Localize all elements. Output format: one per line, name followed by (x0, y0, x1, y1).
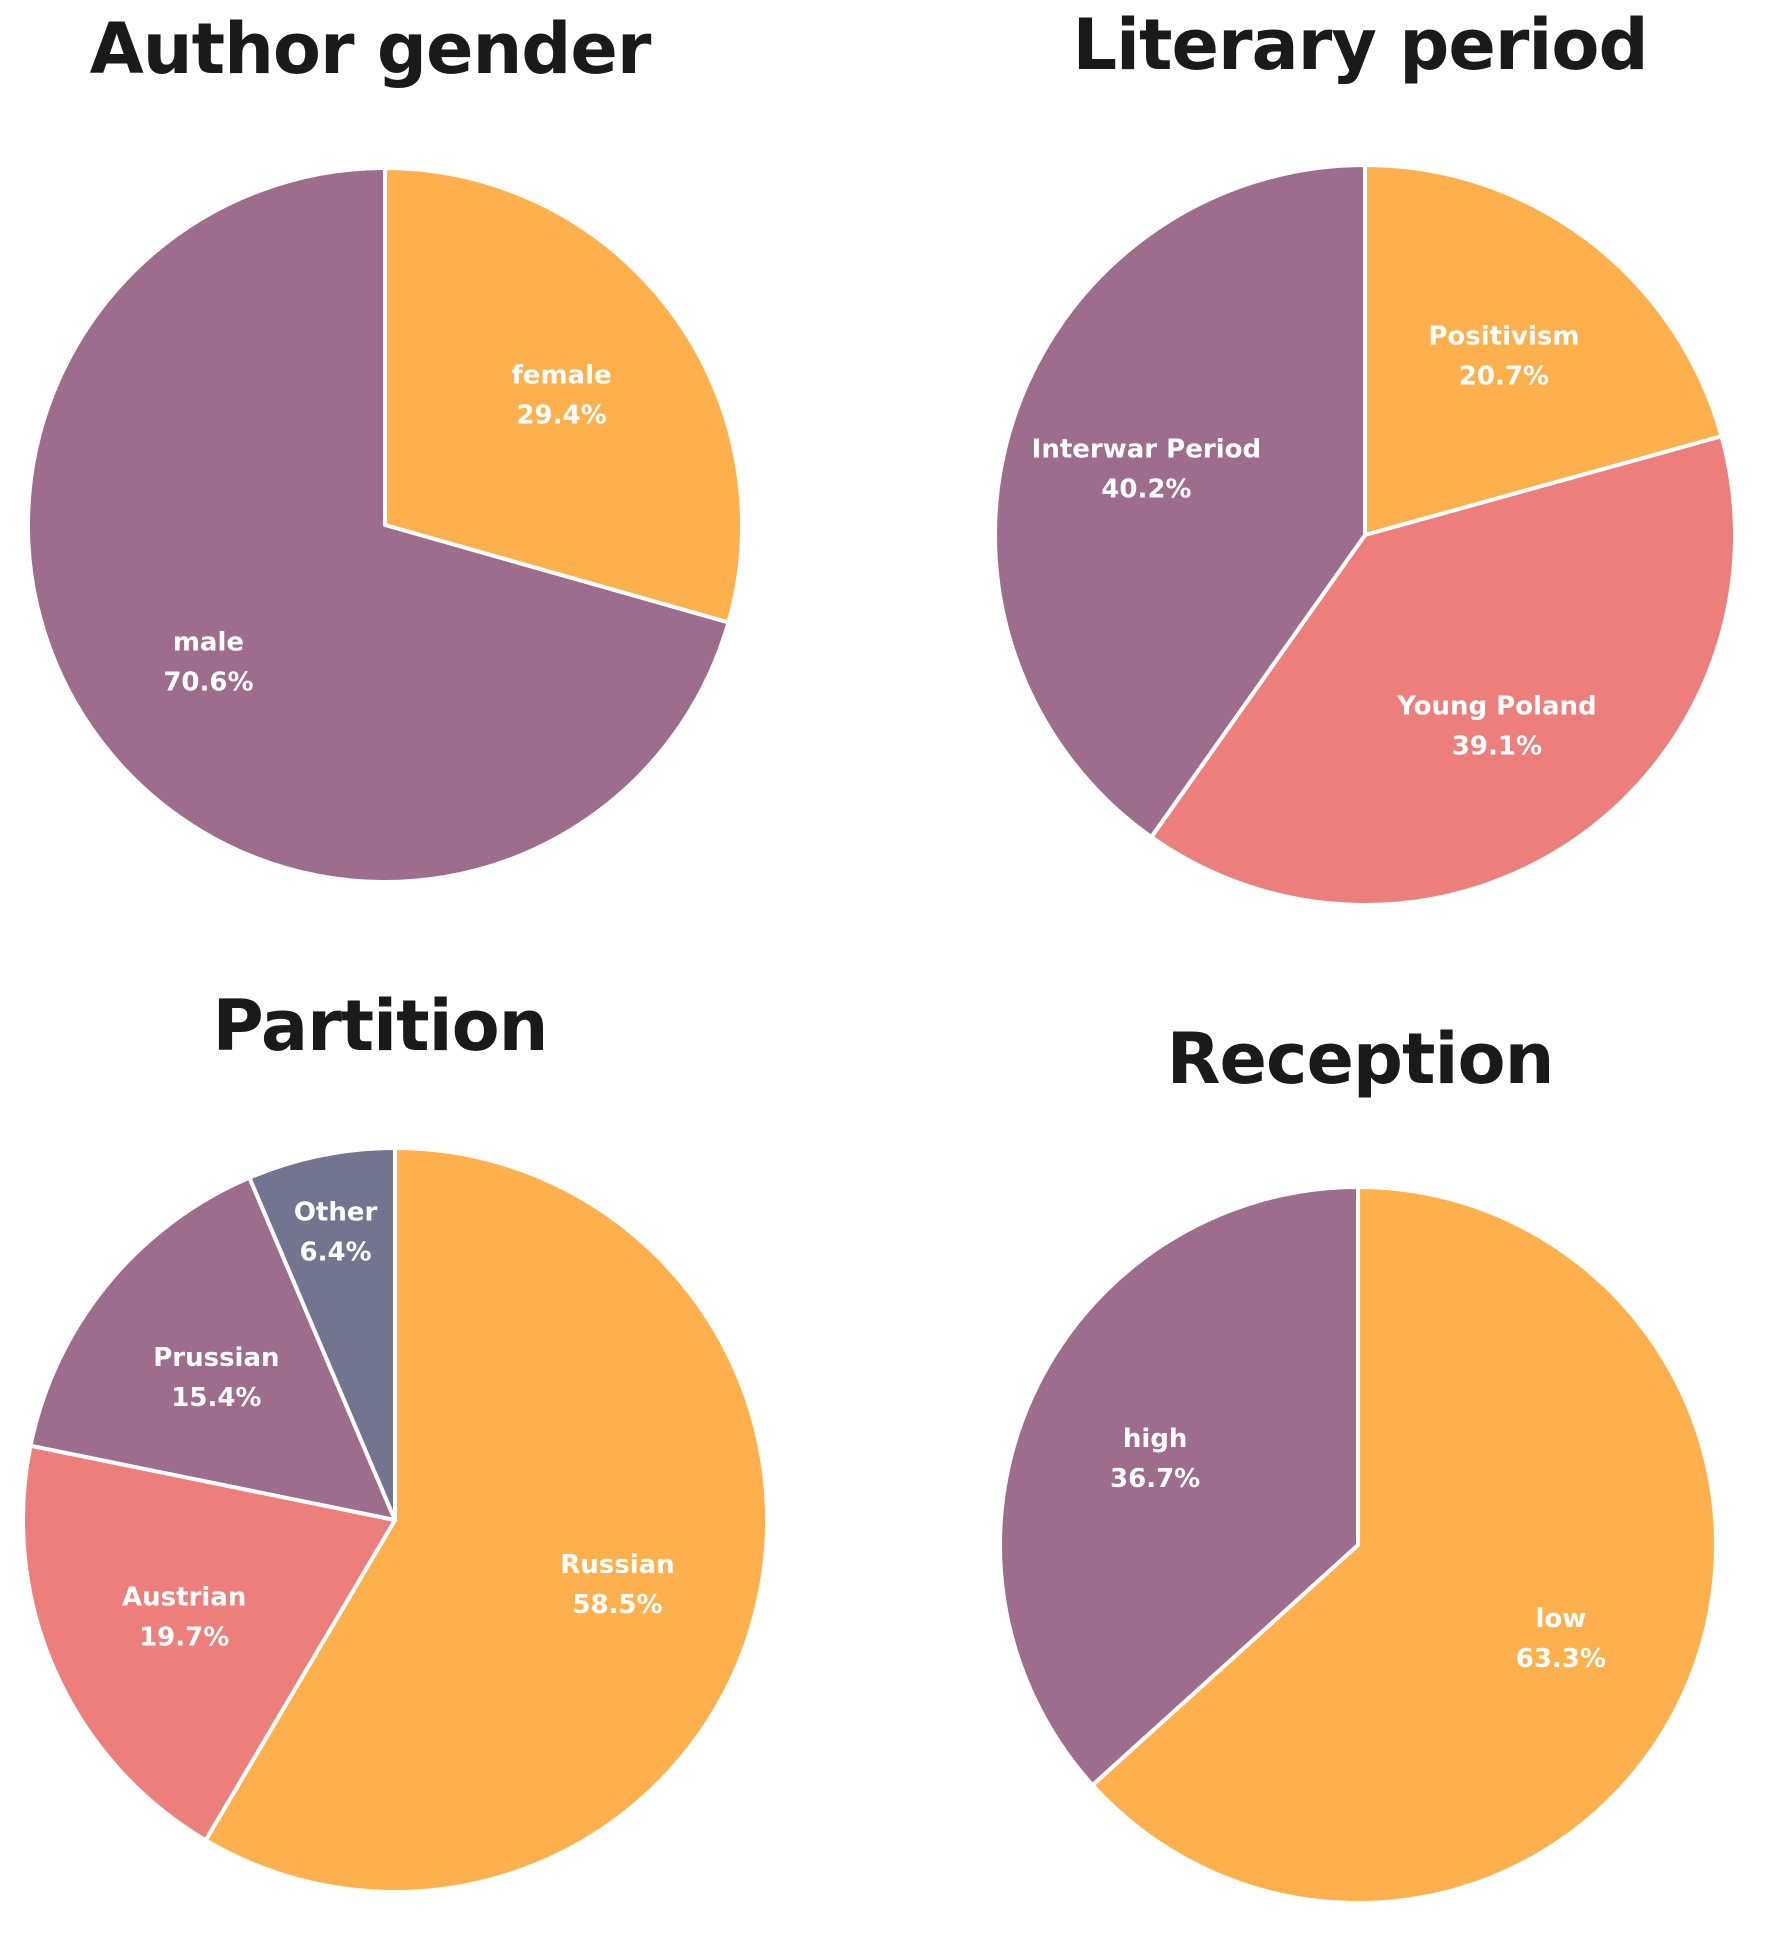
slice-value-interwar-period: 40.2% (1101, 474, 1191, 504)
slice-value-low: 63.3% (1516, 1644, 1606, 1674)
slice-label-male: male (173, 627, 244, 657)
slice-label-other: Other (294, 1197, 378, 1227)
chart-title-author-gender: Author gender (89, 8, 652, 90)
pie-slice-other (247, 1146, 397, 1522)
pie-slice-prussian (28, 1175, 397, 1522)
pie-slice-austrian (21, 1443, 397, 1843)
pie-slice-high (998, 1185, 1360, 1788)
slice-label-russian: Russian (560, 1550, 674, 1580)
pie-slice-interwar-period (993, 163, 1367, 840)
slice-label-young-poland: Young Poland (1396, 692, 1596, 722)
pie-slice-male (26, 166, 731, 884)
chart-title-literary-period: Literary period (1072, 4, 1648, 86)
slice-value-female: 29.4% (516, 401, 606, 431)
pie-slice-russian (203, 1146, 769, 1894)
pie-chart-reception: low 63.3% high 36.7% (998, 1185, 1718, 1905)
chart-title-partition: Partition (212, 985, 548, 1067)
pie-slice-low (1090, 1185, 1718, 1905)
pie-chart-literary-period: Positivism 20.7% Young Poland 39.1% Interwar… (993, 163, 1737, 907)
slice-value-russian: 58.5% (572, 1590, 662, 1620)
slice-label-austrian: Austrian (122, 1583, 246, 1613)
slice-label-positivism: Positivism (1428, 321, 1579, 351)
slice-value-austrian: 19.7% (139, 1623, 229, 1653)
slice-label-interwar-period: Interwar Period (1032, 434, 1261, 464)
pie-slice-female (383, 166, 744, 625)
slice-value-other: 6.4% (300, 1237, 372, 1267)
pie-slice-positivism (1363, 163, 1724, 537)
slice-value-male: 70.6% (163, 667, 253, 697)
pie-slice-young-poland (1149, 434, 1737, 907)
slice-value-positivism: 20.7% (1459, 361, 1549, 391)
slice-value-young-poland: 39.1% (1452, 732, 1542, 762)
slice-label-prussian: Prussian (153, 1343, 279, 1373)
slice-label-female: female (512, 361, 612, 391)
slice-label-low: low (1535, 1604, 1586, 1634)
slice-value-prussian: 15.4% (171, 1383, 261, 1413)
pie-chart-partition: Russian 58.5% Austrian 19.7% Prussian 15.4% Ot… (21, 1146, 769, 1894)
slice-value-high: 36.7% (1110, 1464, 1200, 1494)
chart-title-reception: Reception (1166, 1018, 1555, 1100)
pie-chart-author-gender: female 29.4% male 70.6% (26, 166, 744, 884)
slice-label-high: high (1123, 1424, 1188, 1454)
